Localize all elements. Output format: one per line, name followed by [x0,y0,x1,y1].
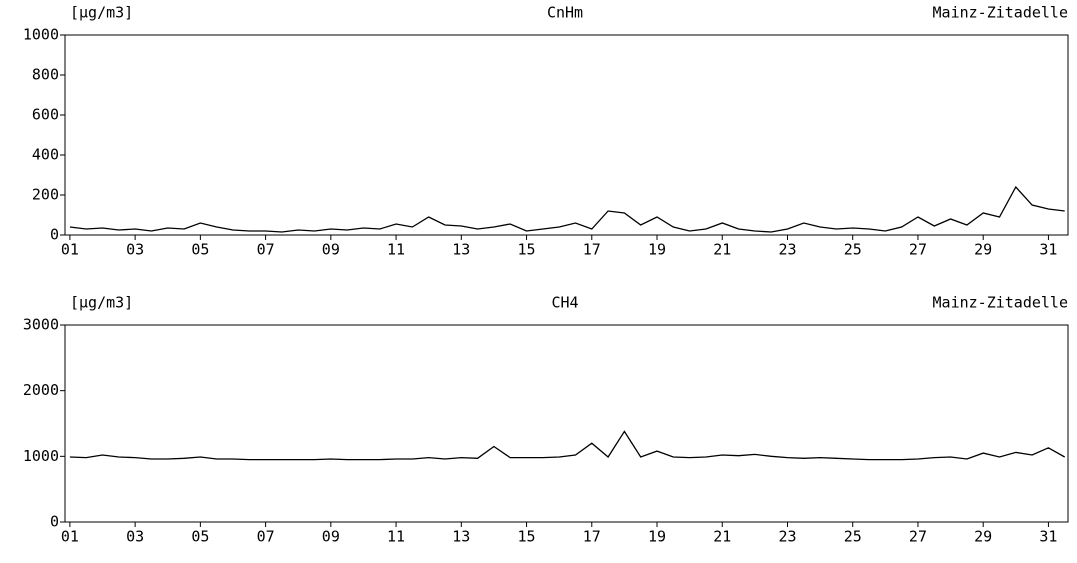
x-tick-label: 07 [257,241,275,259]
x-tick-label: 23 [778,241,796,259]
x-tick-label: 11 [387,528,405,546]
unit-label: [µg/m3] [70,294,133,312]
x-tick-label: 01 [61,528,79,546]
x-tick-label: 27 [909,528,927,546]
x-tick-label: 17 [583,241,601,259]
x-tick-label: 19 [648,241,666,259]
data-line [69,430,1066,461]
x-tick-label: 01 [61,241,79,259]
x-tick-label: 03 [126,241,144,259]
x-tick-label: 05 [191,528,209,546]
x-tick-label: 11 [387,241,405,259]
y-tick-label: 600 [32,106,59,124]
x-tick-label: 03 [126,528,144,546]
unit-label: [µg/m3] [70,4,133,22]
station-label: Mainz-Zitadelle [933,294,1068,312]
station-label: Mainz-Zitadelle [933,4,1068,22]
x-tick-label: 15 [518,528,536,546]
x-tick-label: 25 [844,241,862,259]
x-tick-label: 21 [713,528,731,546]
x-tick-label: 21 [713,241,731,259]
y-tick-label: 1000 [23,26,59,44]
x-tick-label: 09 [322,528,340,546]
x-tick-label: 25 [844,528,862,546]
x-tick-label: 13 [452,528,470,546]
x-tick-label: 05 [191,241,209,259]
y-tick-label: 0 [50,226,59,244]
data-line [69,185,1065,233]
x-tick-label: 31 [1039,241,1057,259]
y-tick-label: 200 [32,186,59,204]
x-tick-label: 27 [909,241,927,259]
plot-frame [64,34,1069,236]
y-tick-label: 0 [50,513,59,531]
y-tick-label: 2000 [23,381,59,399]
x-tick-label: 15 [518,241,536,259]
y-tick-label: 400 [32,146,59,164]
x-tick-label: 09 [322,241,340,259]
x-tick-label: 31 [1039,528,1057,546]
x-tick-label: 17 [583,528,601,546]
plot-frame [64,324,1069,523]
x-tick-label: 07 [257,528,275,546]
chart-title: CH4 [551,294,578,312]
x-tick-label: 13 [452,241,470,259]
x-tick-label: 29 [974,528,992,546]
y-tick-label: 1000 [23,447,59,465]
x-tick-label: 19 [648,528,666,546]
y-tick-label: 3000 [23,316,59,334]
x-tick-label: 29 [974,241,992,259]
y-tick-label: 800 [32,66,59,84]
chart-title: CnHm [547,4,583,22]
x-tick-label: 23 [778,528,796,546]
